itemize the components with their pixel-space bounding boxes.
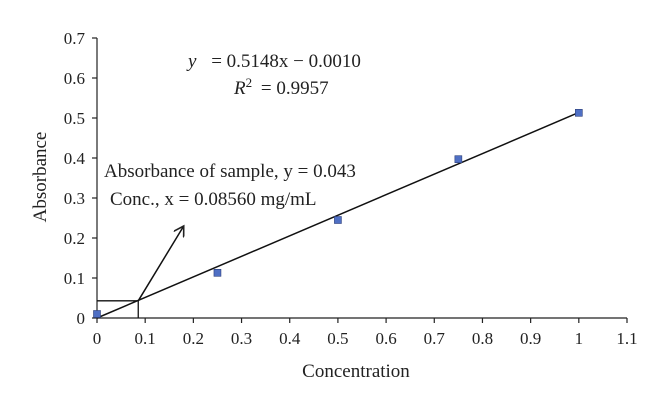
trendline — [96, 111, 580, 319]
x-tick-label: 0.1 — [135, 329, 156, 348]
y-tick-label: 0.3 — [64, 189, 85, 208]
x-tick-label: 1 — [575, 329, 584, 348]
data-point — [213, 268, 222, 277]
data-point — [454, 155, 463, 163]
r-squared-value: = 0.9957 — [261, 78, 329, 99]
x-tick-label: 0.9 — [520, 329, 541, 348]
x-tick-label: 0.2 — [183, 329, 204, 348]
y-tick-label: 0.1 — [64, 269, 85, 288]
x-tick-label: 0.5 — [327, 329, 348, 348]
x-tick-label: 0.7 — [424, 329, 446, 348]
sample-absorbance-annotation: Absorbance of sample, y = 0.043 — [104, 161, 356, 182]
equation-text: y = 0.5148x − 0.0010 — [186, 51, 361, 72]
y-tick-label: 0 — [77, 309, 86, 328]
equation-body: = 0.5148x − 0.0010 — [211, 51, 361, 72]
x-tick-label: 0.6 — [375, 329, 396, 348]
y-tick-label: 0.4 — [64, 149, 86, 168]
axes: 0 0.1 0.2 0.3 0.4 0.5 0.6 0.7 0 0.1 0.2 0.3 0.4 0.5 0.… — [64, 29, 638, 348]
y-tick-label: 0.2 — [64, 229, 85, 248]
sample-arrow — [137, 226, 183, 302]
x-tick-label: 1.1 — [616, 329, 637, 348]
equation-y-symbol: y — [186, 51, 197, 72]
x-axis-label: Concentration — [302, 361, 410, 382]
y-axis-label: Absorbance — [30, 132, 51, 223]
r-squared-exponent: 2 — [246, 75, 253, 90]
y-tick-label: 0.7 — [64, 29, 86, 48]
data-point — [93, 310, 101, 318]
r-squared-text: R2 = 0.9957 — [233, 75, 329, 100]
x-tick-label: 0.4 — [279, 329, 301, 348]
x-tick-label: 0.3 — [231, 329, 252, 348]
sample-concentration-annotation: Conc., x = 0.08560 mg/mL — [110, 189, 317, 210]
data-point — [334, 216, 342, 224]
data-point — [575, 109, 583, 117]
y-tick-label: 0.6 — [64, 69, 85, 88]
y-tick-label: 0.5 — [64, 109, 85, 128]
x-tick-label: 0.8 — [472, 329, 493, 348]
x-tick-label: 0 — [93, 329, 102, 348]
plot-marks — [93, 109, 583, 319]
r-symbol: R — [233, 78, 246, 99]
